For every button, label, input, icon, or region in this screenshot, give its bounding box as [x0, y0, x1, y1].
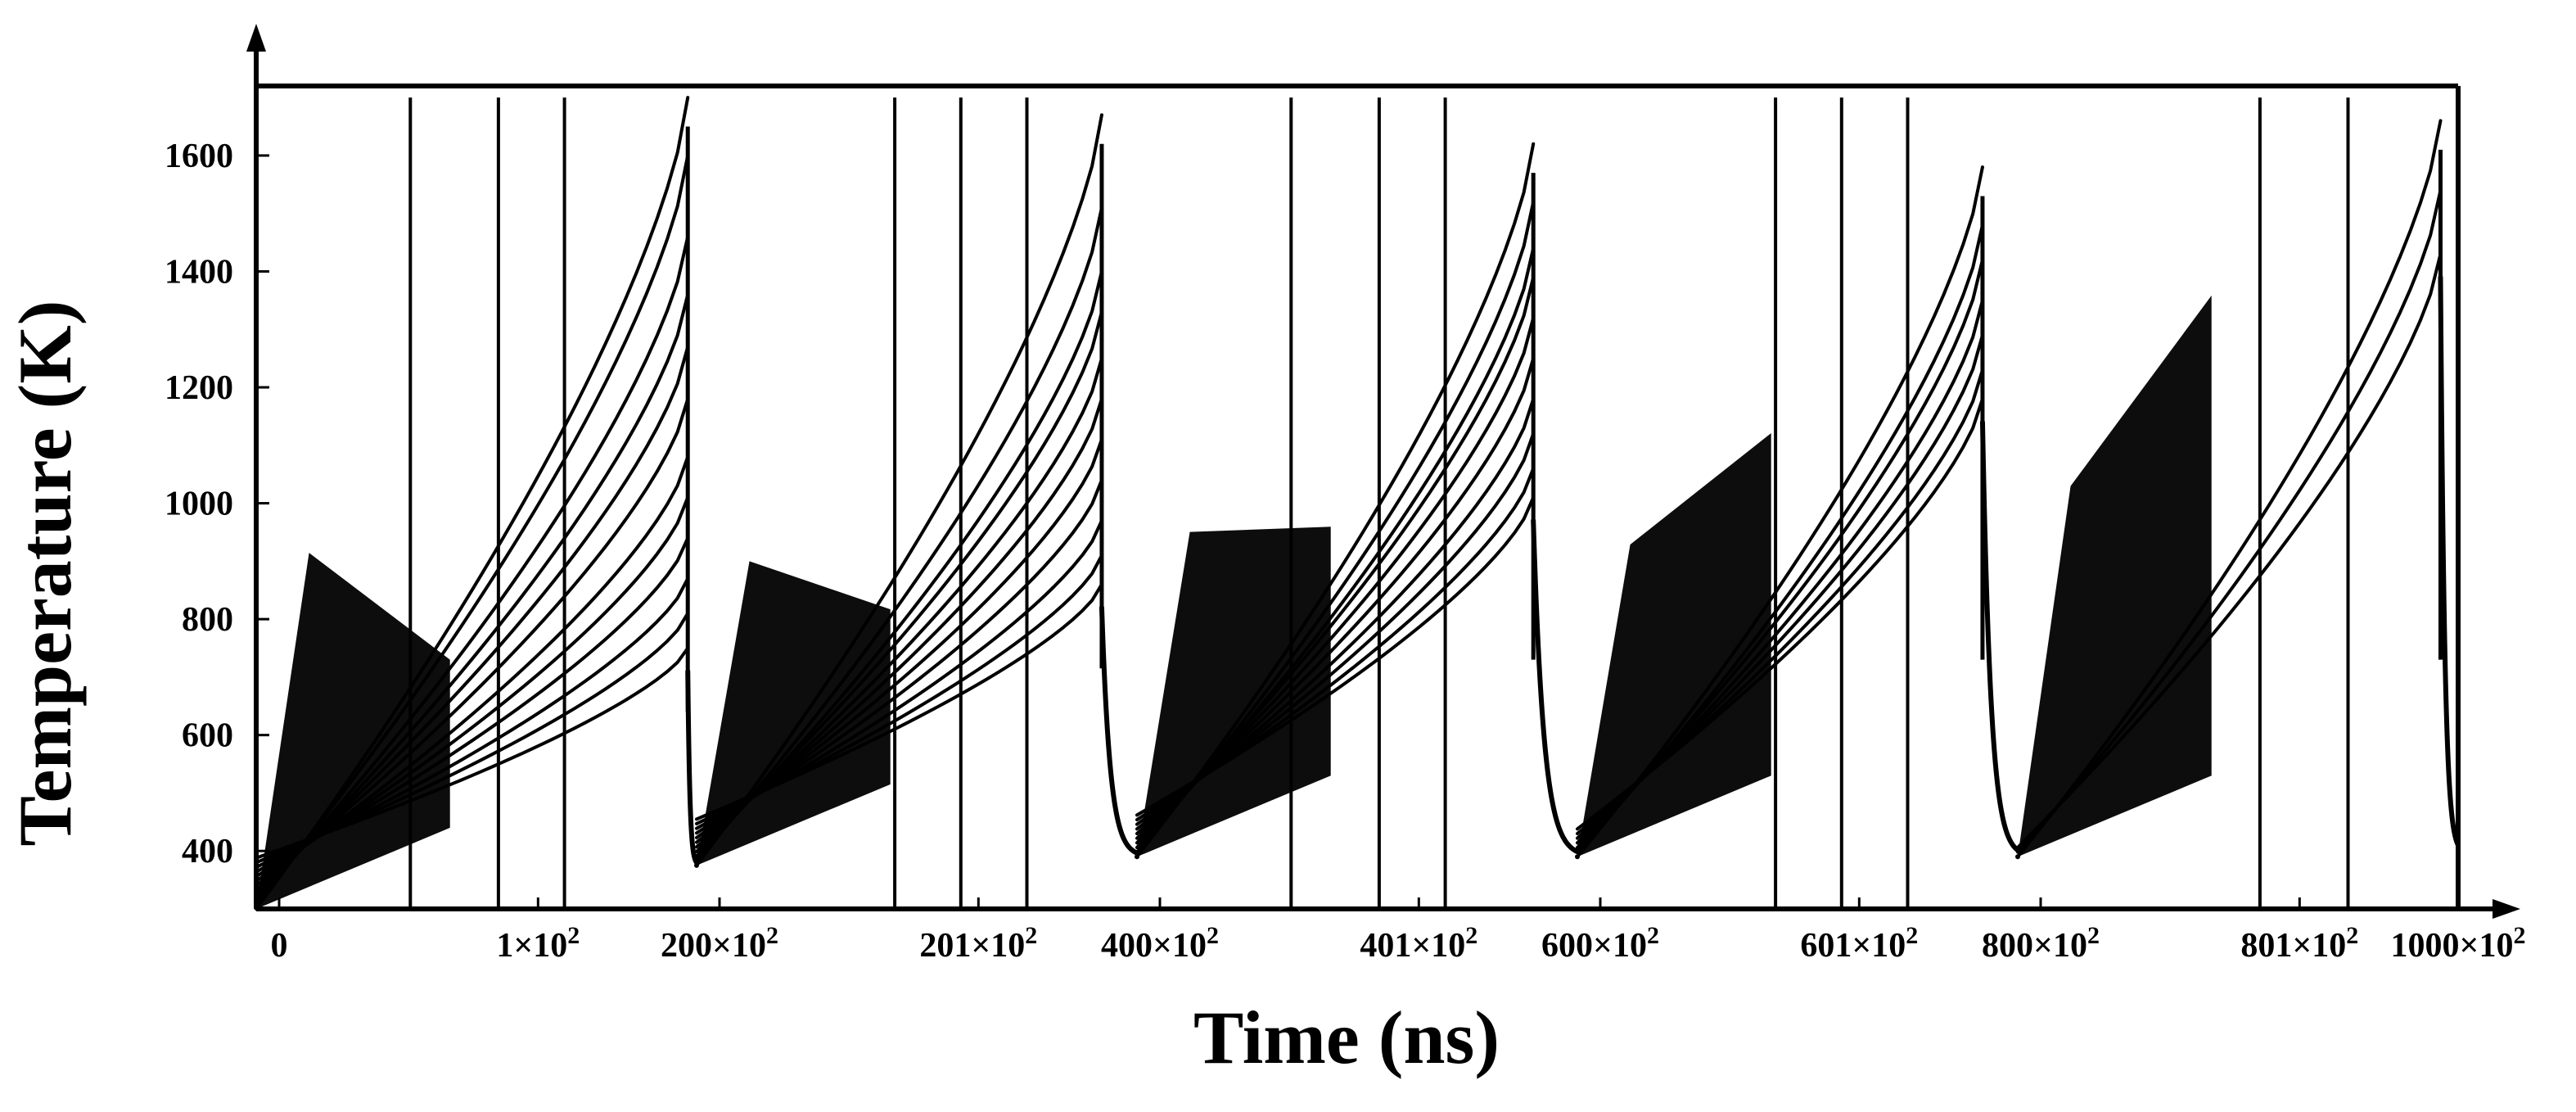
temperature-layer-curve	[255, 153, 690, 906]
x-tick-label: 400×102	[1101, 922, 1219, 965]
pulse-wedge	[2018, 295, 2212, 857]
y-tick-label: 600	[182, 717, 233, 755]
x-tick-label-exponent: 2	[1647, 922, 1659, 949]
cooling-curve	[2438, 274, 2461, 848]
x-tick-label-exponent: 2	[2346, 922, 2358, 949]
x-tick-label-exponent: 2	[2087, 922, 2100, 949]
temperature-layer-curve	[255, 646, 690, 860]
x-tick-label: 600×102	[1541, 922, 1659, 965]
x-tick-label-base: 800×10	[1982, 927, 2087, 965]
x-tick-label: 1000×102	[2391, 922, 2526, 965]
temperature-layer-curve	[255, 292, 690, 897]
x-axis-title: Time (ns)	[1193, 996, 1500, 1079]
cooling-curve	[685, 668, 699, 866]
temperature-layer-curve	[1576, 397, 1984, 831]
x-tick-label-exponent: 2	[1207, 922, 1219, 949]
temperature-layer-curve	[255, 96, 690, 911]
y-tick-label: 1200	[165, 369, 233, 407]
x-tick-label-exponent: 2	[766, 922, 778, 949]
x-tick-label-exponent: 2	[567, 922, 580, 949]
temperature-layer-curve	[2016, 119, 2443, 859]
y-axis-ticks: 400 600 800 1000 1200 1400 1600	[165, 138, 269, 870]
temperature-layer-curve	[695, 582, 1103, 821]
temperature-layer-curve	[255, 345, 690, 893]
pulse-wedge	[697, 561, 891, 866]
x-tick-label-base: 600×10	[1541, 927, 1647, 965]
x-tick-label-exponent: 2	[1025, 922, 1037, 949]
temperature-layer-curve	[255, 235, 690, 902]
x-tick-label-base: 400×10	[1101, 927, 1207, 965]
temperature-layer-curve	[695, 206, 1103, 863]
x-tick-label-base: 0	[271, 927, 288, 965]
x-axis-ticks: 0 1×102 200×102 201×102 400×102 401×102 600×10…	[271, 897, 2526, 965]
y-tick-label: 800	[182, 601, 233, 639]
y-tick-label: 400	[182, 833, 233, 870]
y-tick-label: 1600	[165, 138, 233, 175]
cooling-curve	[1531, 518, 1580, 855]
temperature-layer-curve	[255, 397, 690, 888]
x-tick-label-exponent: 2	[1906, 922, 1918, 949]
x-tick-label: 800×102	[1982, 922, 2100, 965]
x-tick-label-exponent: 2	[1465, 922, 1477, 949]
temperature-layer-curve	[2016, 252, 2443, 849]
x-tick-label: 201×102	[919, 922, 1037, 965]
pulse-wedge	[256, 553, 450, 909]
x-tick-label-base: 401×10	[1360, 927, 1465, 965]
y-tick-label: 1400	[165, 253, 233, 291]
x-tick-label-base: 1000×10	[2391, 927, 2514, 965]
y-tick-label: 1000	[165, 486, 233, 523]
x-tick-label: 200×102	[661, 922, 778, 965]
series-group	[255, 96, 2461, 911]
y-axis-title: Temperature (K)	[3, 301, 87, 847]
temperature-layer-curve	[1135, 142, 1536, 859]
temperature-layer-curve	[1576, 165, 1984, 859]
y-axis-arrow-icon	[246, 24, 266, 52]
x-tick-label-base: 801×10	[2240, 927, 2346, 965]
x-tick-label: 1×102	[496, 922, 580, 965]
x-tick-label: 601×102	[1800, 922, 1918, 965]
pulse-wedge	[1137, 527, 1331, 857]
x-tick-label-base: 601×10	[1800, 927, 1906, 965]
x-tick-label-exponent: 2	[2513, 922, 2525, 949]
x-tick-label: 401×102	[1360, 922, 1477, 965]
cooling-curve	[1099, 604, 1139, 856]
x-tick-label: 801×102	[2240, 922, 2358, 965]
x-tick-label: 0	[271, 927, 288, 965]
temperature-layer-curve	[695, 113, 1103, 867]
temperature-layer-curve	[2016, 188, 2443, 854]
pulse-wedge	[1577, 432, 1771, 857]
cooling-curve	[1979, 419, 2020, 853]
x-tick-label-base: 1×10	[496, 927, 567, 965]
temperature-layer-curve	[1135, 495, 1536, 817]
x-tick-label-base: 200×10	[661, 927, 766, 965]
x-axis-arrow-icon	[2493, 899, 2520, 919]
x-tick-label-base: 201×10	[919, 927, 1025, 965]
